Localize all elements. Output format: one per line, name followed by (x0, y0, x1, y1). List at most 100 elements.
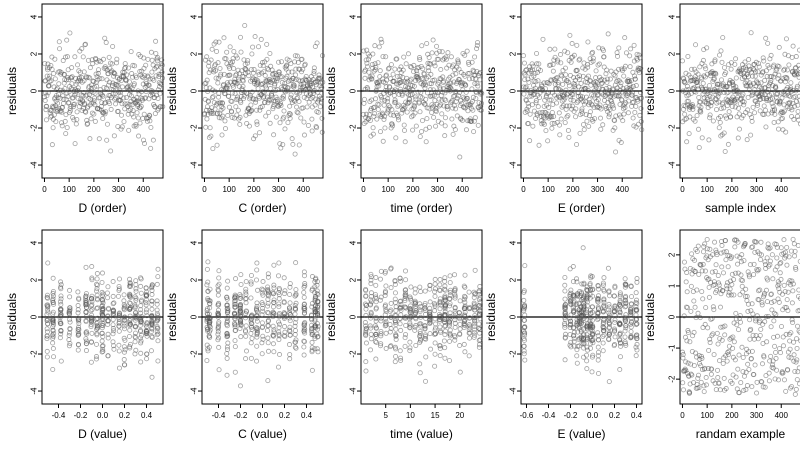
data-point (319, 96, 325, 102)
data-point (718, 106, 724, 112)
data-point (617, 310, 623, 316)
data-point (612, 320, 618, 326)
data-point (786, 62, 792, 68)
data-point (248, 318, 254, 324)
data-point (728, 292, 734, 298)
data-point (81, 78, 87, 84)
data-point (264, 41, 270, 47)
data-point (67, 287, 73, 293)
y-axis-label: residuals (5, 67, 19, 115)
data-point (522, 302, 528, 308)
data-point (143, 302, 149, 308)
data-point (147, 113, 153, 119)
data-point (301, 132, 307, 138)
data-point (699, 60, 705, 66)
data-point (260, 287, 266, 293)
data-point (447, 292, 453, 298)
data-point (608, 68, 614, 74)
data-point (270, 323, 276, 329)
data-point (45, 303, 51, 309)
data-point (750, 104, 756, 110)
data-point (709, 366, 715, 372)
y-tick-label: -4 (30, 387, 39, 395)
data-point (277, 120, 283, 126)
data-point (595, 310, 601, 316)
data-point (576, 76, 582, 82)
data-point (571, 343, 577, 349)
data-point (578, 80, 584, 86)
data-point (432, 340, 438, 346)
data-point (279, 59, 285, 65)
data-point (623, 50, 629, 56)
data-point (417, 55, 423, 61)
data-point (205, 315, 211, 321)
data-point (133, 278, 139, 284)
data-point (250, 70, 256, 76)
data-point (224, 315, 230, 321)
data-point (58, 286, 64, 292)
y-tick-label: 2 (509, 51, 518, 56)
data-point (738, 96, 744, 102)
data-point (383, 283, 389, 289)
data-point (567, 315, 573, 321)
data-point (743, 369, 749, 375)
data-point (771, 119, 777, 125)
data-point (775, 333, 781, 339)
data-point (693, 89, 699, 95)
data-point (551, 113, 557, 119)
data-point (88, 85, 94, 91)
data-point (99, 303, 105, 309)
data-point (153, 50, 159, 56)
data-point (714, 330, 720, 336)
data-point (132, 63, 138, 69)
data-point (127, 344, 133, 350)
data-point (75, 289, 81, 295)
data-point (595, 337, 601, 343)
data-point (263, 113, 269, 119)
data-point (281, 310, 287, 316)
data-point (67, 317, 73, 323)
data-point (147, 118, 153, 124)
data-point (574, 279, 580, 285)
y-tick-label: 0 (190, 314, 199, 319)
data-point (312, 318, 318, 324)
data-point (522, 332, 528, 338)
data-point (378, 318, 384, 324)
data-point (472, 115, 478, 121)
data-point (253, 99, 259, 105)
data-point (535, 78, 541, 84)
data-point (714, 287, 720, 293)
data-point (224, 294, 230, 300)
data-point (417, 301, 423, 307)
y-tick-label: -2 (509, 350, 518, 358)
data-point (619, 97, 625, 103)
data-point (66, 337, 72, 343)
data-point (122, 106, 128, 112)
data-point (762, 77, 768, 83)
data-point (427, 87, 433, 93)
data-point (121, 119, 127, 125)
data-point (314, 346, 320, 352)
data-point (687, 266, 693, 272)
data-point (115, 108, 121, 114)
data-point (224, 49, 230, 55)
data-point (634, 301, 640, 307)
data-point (227, 72, 233, 78)
data-point (83, 291, 89, 297)
data-point (232, 79, 238, 85)
data-point (50, 324, 56, 330)
data-point (462, 52, 468, 58)
data-point (232, 328, 238, 334)
data-point (442, 275, 448, 281)
data-point (392, 282, 398, 288)
data-point (740, 354, 746, 360)
data-point (216, 275, 222, 281)
data-point (432, 281, 438, 287)
data-point (290, 75, 296, 81)
data-point (452, 314, 458, 320)
data-point (100, 321, 106, 327)
data-point (159, 57, 165, 63)
data-point (245, 58, 251, 64)
data-point (406, 99, 412, 105)
